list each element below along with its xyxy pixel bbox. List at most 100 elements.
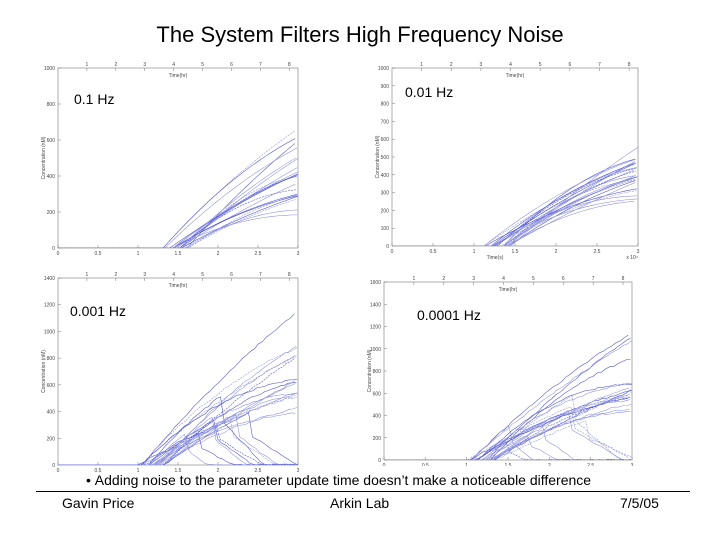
y-tick-label: 900 <box>381 84 390 90</box>
series-line <box>58 407 298 465</box>
series-line <box>392 176 638 246</box>
series-line <box>384 404 632 460</box>
chart-svg: 0 200 400 600 800 1000 1200 1400 0 0.5 1 1.5 2 2.5 3 1 2… <box>41 272 300 473</box>
series-line <box>58 173 298 248</box>
y-tick-label: 800 <box>47 356 56 362</box>
x-tick-label: 0.5 <box>430 249 437 255</box>
y-tick-label: 400 <box>381 173 390 179</box>
x-tick-label: 0 <box>383 463 386 466</box>
series-line <box>384 387 630 460</box>
top-tick-label: 1 <box>412 276 415 282</box>
y-tick-label: 200 <box>381 208 390 214</box>
x-tick-label: 2 <box>555 249 558 255</box>
series-line <box>58 138 296 248</box>
series-line <box>384 422 629 460</box>
series-line <box>58 176 297 248</box>
y-tick-label: 1200 <box>370 325 381 331</box>
plot-0-1-hz: 0 200 400 600 800 1000 0 0.5 1 1.5 2 2.5 3 1 2 3 4 5 6 7 8 Ti… <box>40 58 302 256</box>
top-tick-label: 7 <box>592 276 595 282</box>
top-tick-label: 2 <box>442 276 445 282</box>
series-line <box>392 188 637 246</box>
y-tick-label: 1400 <box>44 276 55 282</box>
series-line <box>58 358 295 465</box>
series-line <box>384 424 629 460</box>
y-tick-label: 800 <box>47 102 56 108</box>
x-tick-label: 3 <box>637 249 640 255</box>
x-tick-label: 2.5 <box>594 249 601 255</box>
series-line <box>58 175 297 248</box>
series-line <box>392 201 635 246</box>
series-line <box>58 194 297 248</box>
y-axis-label: Concentration (nM) <box>367 349 373 392</box>
top-tick-label: 4 <box>172 62 175 68</box>
y-tick-label: 1600 <box>370 280 381 286</box>
series-line <box>58 214 298 248</box>
x-tick-label: 0 <box>391 249 394 255</box>
top-axis-label: Time(hr) <box>169 283 188 289</box>
x-tick-label: 2 <box>217 468 220 473</box>
plot-0-01-hz: 0 100 200 300 400 500 600 700 800 900 1000 0 0.5 1 1.5… <box>362 58 648 268</box>
series-line <box>58 392 298 465</box>
y-tick-label: 1000 <box>44 329 55 335</box>
plot-0-0001-hz: 0 200 400 600 800 1000 1200 1400 1600 0 0.5 1 1.5 2 2.… <box>362 276 642 466</box>
series-line <box>58 380 296 465</box>
freq-label-0-0001-hz: 0.0001 Hz <box>415 307 483 323</box>
series-line <box>384 411 631 460</box>
series-line <box>384 420 632 460</box>
x-tick-label: 3 <box>297 251 300 256</box>
top-tick-label: 3 <box>480 62 483 68</box>
series-line <box>58 171 298 248</box>
top-tick-label: 5 <box>201 62 204 68</box>
y-tick-label: 0 <box>52 246 55 252</box>
y-tick-label: 300 <box>381 191 390 197</box>
footer-lab: Arkin Lab <box>330 495 390 511</box>
footer-date: 7/5/05 <box>620 495 659 511</box>
x-tick-label: 2.5 <box>587 463 594 466</box>
y-axis-label: Concentration (nM) <box>41 136 47 179</box>
freq-label-0-01-hz: 0.01 Hz <box>403 84 456 100</box>
top-tick-label: 2 <box>114 272 117 278</box>
y-tick-label: 0 <box>378 458 381 464</box>
series-line <box>384 334 629 460</box>
y-tick-label: 1000 <box>378 66 389 72</box>
x-tick-label: 2.5 <box>255 251 262 256</box>
series-line <box>58 412 297 465</box>
series-line <box>58 432 298 465</box>
top-tick-label: 3 <box>143 62 146 68</box>
top-tick-label: 1 <box>420 62 423 68</box>
x-tick-label: 1 <box>473 249 476 255</box>
slide-title: The System Filters High Frequency Noise <box>156 22 564 47</box>
series-line <box>392 163 635 246</box>
top-tick-label: 8 <box>622 276 625 282</box>
top-axis-label: Time(hr) <box>506 73 525 79</box>
series-line <box>392 179 637 246</box>
y-tick-label: 0 <box>52 463 55 469</box>
series-line <box>58 167 298 248</box>
bullet-point: • Adding noise to the parameter update t… <box>86 472 591 488</box>
freq-label-0-001-hz: 0.001 Hz <box>68 303 129 319</box>
series-line <box>58 143 296 248</box>
series-line <box>384 406 629 460</box>
y-tick-label: 600 <box>47 138 56 144</box>
series-line <box>392 190 637 246</box>
chart-svg: 0 100 200 300 400 500 600 700 800 900 1000 0 0.5 1 1.5… <box>375 62 640 261</box>
y-tick-label: 400 <box>373 414 382 420</box>
y-tick-label: 400 <box>47 410 56 416</box>
top-tick-label: 7 <box>598 62 601 68</box>
series-line <box>58 199 296 248</box>
y-tick-label: 400 <box>47 174 56 180</box>
series-line <box>392 158 635 246</box>
y-axis-label: Concentration (nM) <box>41 350 47 393</box>
top-tick-label: 1 <box>86 62 89 68</box>
bullet-marker: • <box>86 472 95 488</box>
series-line <box>58 195 298 248</box>
series-line <box>384 435 631 460</box>
series-line <box>392 158 636 246</box>
top-tick-label: 2 <box>450 62 453 68</box>
x-tick-label: 1.5 <box>512 249 519 255</box>
series-group <box>384 334 632 460</box>
x-tick-label: 0 <box>57 251 60 256</box>
freq-label-0-1-hz: 0.1 Hz <box>72 91 117 107</box>
y-tick-label: 200 <box>373 436 382 442</box>
series-line <box>384 383 632 460</box>
